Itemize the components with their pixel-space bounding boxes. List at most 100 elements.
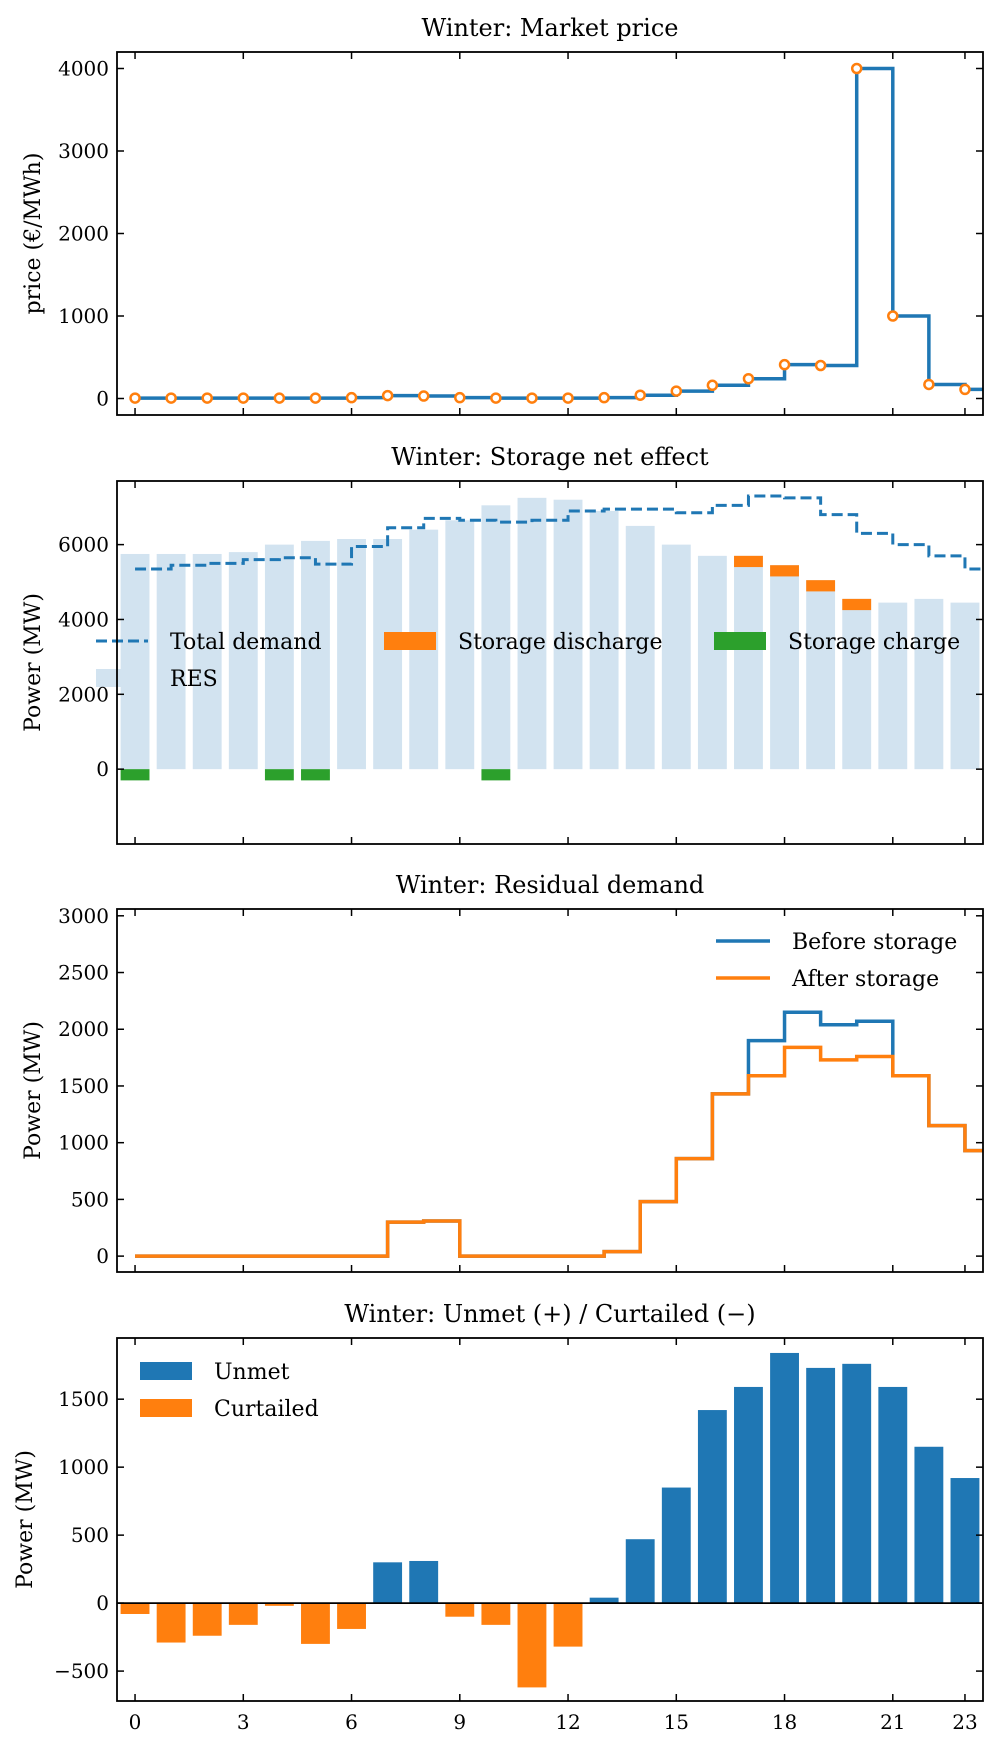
storage-discharge-bar (770, 565, 799, 577)
x-tick-label: 3 (237, 1710, 250, 1734)
curtailed-bar (264, 1603, 294, 1606)
y-tick-label: 1500 (58, 1387, 109, 1411)
panel-storage-net-effect: Winter: Storage net effect Power (MW) Tota… (21, 443, 984, 845)
price-point (273, 392, 286, 404)
price-point (309, 392, 322, 404)
y-tick-label: 2000 (58, 222, 109, 246)
unmet-bar (661, 1487, 691, 1604)
storage-charge-bar (120, 769, 150, 781)
unmet-bar (373, 1562, 403, 1604)
price-point (634, 389, 646, 401)
legend-label-unmet: Unmet (214, 1360, 290, 1385)
curtailed-bar (481, 1603, 511, 1625)
price-point (417, 390, 430, 402)
legend-label-after-storage: After storage (791, 967, 939, 992)
price-point (562, 392, 574, 404)
curtailed-bar (517, 1603, 547, 1688)
res-bar (517, 497, 547, 770)
unmet-bar (697, 1410, 727, 1604)
curtailed-bar (445, 1603, 475, 1617)
price-point (742, 372, 755, 385)
price-point (165, 392, 177, 404)
plot-area (120, 494, 983, 781)
x-tick-label: 18 (772, 1710, 797, 1734)
res-bar (156, 553, 186, 770)
unmet-bar (409, 1560, 439, 1604)
chart-title: Winter: Market price (422, 14, 679, 42)
storage-charge-bar (481, 769, 511, 781)
x-tick-label: 0 (129, 1710, 142, 1734)
price-point (923, 378, 935, 391)
y-tick-label: 6000 (58, 533, 109, 557)
y-tick-label: 1000 (58, 1131, 109, 1155)
res-bar (120, 553, 150, 770)
res-bar (589, 510, 619, 770)
x-tick-label: 9 (453, 1710, 466, 1734)
y-tick-label: 3000 (58, 139, 109, 163)
res-bar (950, 602, 980, 770)
res-bar (301, 540, 330, 770)
storage-discharge-bar (842, 598, 872, 611)
storage-charge-bar (264, 769, 294, 781)
unmet-bar (806, 1367, 836, 1604)
x-tick-label: 21 (880, 1710, 905, 1734)
unmet-bar (734, 1386, 763, 1604)
res-bar (373, 539, 403, 770)
unmet-bar (589, 1597, 619, 1604)
res-bar (625, 525, 655, 770)
plot-area (135, 1010, 983, 1258)
y-tick-label: 2000 (58, 1017, 109, 1041)
legend-label-total-demand: Total demand (170, 630, 322, 655)
plot-area (117, 1352, 983, 1688)
legend-label-curtailed: Curtailed (214, 1397, 319, 1422)
unmet-bar (625, 1539, 655, 1604)
price-point (887, 310, 899, 322)
curtailed-bar (192, 1603, 222, 1636)
price-point (454, 391, 466, 404)
price-point (959, 383, 971, 396)
res-bar (878, 602, 908, 770)
curtailed-bar (228, 1603, 258, 1625)
res-bar (337, 539, 366, 770)
legend-swatch-res (96, 669, 148, 687)
price-point (381, 389, 394, 402)
price-point (201, 392, 213, 404)
price-point (814, 359, 827, 372)
price-point (345, 391, 358, 404)
legend-swatch-storage-charge (714, 632, 766, 650)
price-point (526, 392, 538, 404)
unmet-bar (914, 1446, 944, 1604)
curtailed-bar (553, 1603, 583, 1647)
y-tick-label: 4000 (58, 57, 109, 81)
res-bar (842, 598, 872, 770)
unmet-bar (878, 1386, 908, 1604)
legend-label-storage-discharge: Storage discharge (458, 630, 663, 655)
unmet-bar (950, 1478, 980, 1604)
price-point (490, 392, 502, 404)
panel-market-price: Winter: Market price price (€/MWh) 0 1000 20… (21, 14, 984, 416)
chart-title: Winter: Storage net effect (391, 443, 709, 471)
axes-frame (116, 908, 984, 1273)
res-bar (553, 499, 583, 770)
storage-charge-bar (301, 769, 330, 781)
price-point (237, 392, 250, 404)
price-point (850, 62, 863, 75)
chart-title: Winter: Unmet (+) / Curtailed (−) (344, 1300, 755, 1328)
curtailed-bar (156, 1603, 186, 1643)
res-bar (481, 505, 511, 770)
y-tick-label: −500 (54, 1659, 109, 1683)
legend: Unmet Curtailed (140, 1360, 319, 1422)
y-axis-label: Power (MW) (21, 1021, 46, 1160)
legend: Before storage After storage (716, 930, 957, 992)
curtailed-bar (337, 1603, 366, 1629)
legend-swatch-curtailed (140, 1399, 192, 1417)
res-bar (228, 552, 258, 770)
y-tick-label: 0 (96, 1244, 109, 1268)
y-tick-label: 2500 (58, 961, 109, 985)
series-before-storage-line (135, 1010, 983, 1258)
price-point (598, 391, 610, 404)
unmet-bar (842, 1363, 872, 1604)
res-bar (445, 520, 475, 770)
res-bar (661, 544, 691, 770)
legend: Total demand Storage discharge Storage cha… (96, 630, 960, 692)
